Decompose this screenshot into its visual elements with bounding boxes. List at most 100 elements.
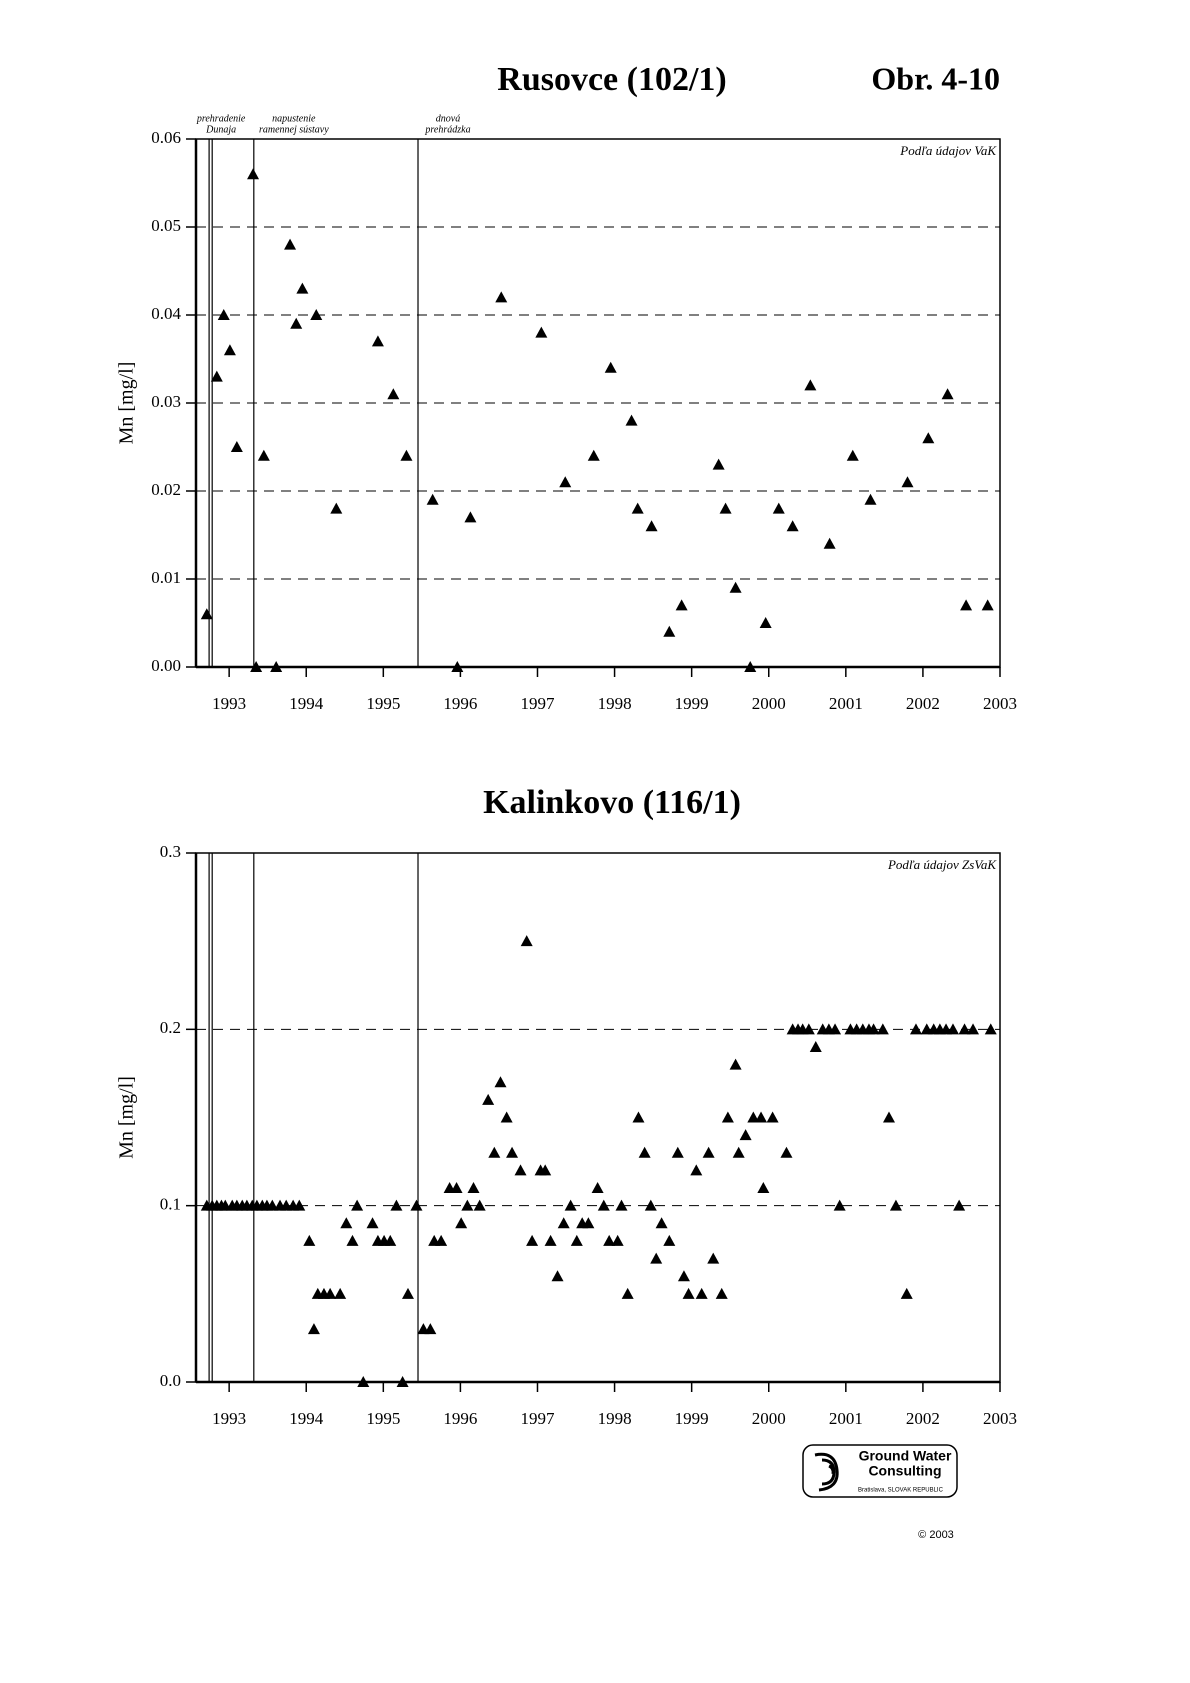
data-point [303, 1234, 316, 1246]
x-tick-label: 1996 [443, 1409, 477, 1428]
data-point [296, 282, 309, 294]
data-point [520, 935, 533, 947]
event-label: prehrádzka [424, 124, 470, 135]
data-point [494, 1076, 507, 1088]
data-point [464, 511, 477, 523]
data-point [506, 1146, 519, 1158]
x-tick-label: 1997 [520, 1409, 555, 1428]
data-point [663, 1234, 676, 1246]
logo: Ground Water Consulting Bratislava, SLOV… [802, 1444, 958, 1498]
data-point [804, 379, 817, 391]
data-point [384, 1234, 397, 1246]
data-point [729, 1058, 742, 1070]
event-label: prehradenie [196, 113, 246, 124]
x-tick-label: 2000 [752, 694, 786, 713]
data-point [467, 1182, 480, 1194]
data-point [250, 661, 263, 672]
data-point [823, 537, 836, 549]
data-point [587, 449, 600, 461]
data-point [514, 1164, 527, 1176]
logo-icon [814, 1452, 839, 1492]
data-point [715, 1287, 728, 1299]
data-point [786, 520, 799, 532]
data-point [270, 661, 283, 672]
x-tick-label: 1994 [289, 1409, 324, 1428]
y-tick-label: 0.04 [151, 304, 181, 323]
data-point [909, 1023, 922, 1035]
data-point [960, 599, 973, 611]
data-point [371, 335, 384, 347]
data-point [482, 1093, 495, 1105]
data-point [655, 1217, 668, 1229]
data-point [500, 1111, 513, 1123]
data-point [570, 1234, 583, 1246]
data-point [604, 361, 617, 373]
y-tick-label: 0.02 [151, 480, 181, 499]
data-point [802, 1023, 815, 1035]
y-tick-label: 0.0 [160, 1371, 181, 1390]
data-point [632, 1111, 645, 1123]
data-point [719, 502, 732, 514]
data-point [223, 344, 236, 356]
data-point [257, 449, 270, 461]
data-point [551, 1270, 564, 1282]
data-point [330, 502, 343, 514]
data-point [707, 1252, 720, 1264]
x-tick-label: 1999 [675, 694, 709, 713]
data-point [387, 388, 400, 400]
y-tick-label: 0.05 [151, 216, 181, 235]
data-point [953, 1199, 966, 1211]
data-point [677, 1270, 690, 1282]
data-point [732, 1146, 745, 1158]
data-point [230, 441, 243, 452]
data-point [582, 1217, 595, 1229]
data-point [922, 432, 935, 444]
data-point [366, 1217, 379, 1229]
data-point [324, 1287, 337, 1299]
data-point [984, 1023, 997, 1035]
data-point [663, 625, 676, 637]
data-point [334, 1287, 347, 1299]
data-point [644, 1199, 657, 1211]
data-point [351, 1199, 364, 1211]
data-point [864, 493, 877, 505]
event-label: Dunaja [205, 124, 236, 135]
x-tick-label: 2003 [983, 1409, 1017, 1428]
data-point [682, 1287, 695, 1299]
data-point [217, 309, 230, 320]
data-point [712, 458, 725, 470]
chart-title: Rusovce (102/1) [497, 61, 726, 98]
data-point [424, 1323, 437, 1335]
x-tick-label: 2001 [829, 694, 863, 713]
data-point [455, 1217, 468, 1229]
data-point [410, 1199, 423, 1211]
data-point [889, 1199, 902, 1211]
y-tick-label: 0.3 [160, 842, 181, 861]
data-point [772, 502, 785, 514]
x-tick-label: 1993 [212, 694, 246, 713]
source-note: Podľa údajov ZsVaK [887, 857, 997, 872]
data-point [675, 599, 688, 611]
y-tick-label: 0.06 [151, 128, 181, 147]
data-point [401, 1287, 414, 1299]
data-point [544, 1234, 557, 1246]
data-point [603, 1234, 616, 1246]
data-point [357, 1376, 370, 1387]
y-tick-label: 0.00 [151, 656, 181, 675]
event-label: ramennej sústavy [259, 124, 329, 135]
data-point [426, 493, 439, 505]
y-tick-label: 0.01 [151, 568, 181, 587]
data-point [495, 291, 508, 303]
data-point [396, 1376, 409, 1387]
data-point [638, 1146, 651, 1158]
source-note: Podľa údajov VaK [899, 143, 997, 158]
data-point [809, 1040, 822, 1052]
chart-title: Kalinkovo (116/1) [483, 784, 741, 821]
data-point [535, 326, 548, 338]
data-point [526, 1234, 539, 1246]
event-label: dnová [436, 113, 460, 124]
data-point [266, 1199, 279, 1211]
data-point [876, 1023, 889, 1035]
data-point [695, 1287, 708, 1299]
